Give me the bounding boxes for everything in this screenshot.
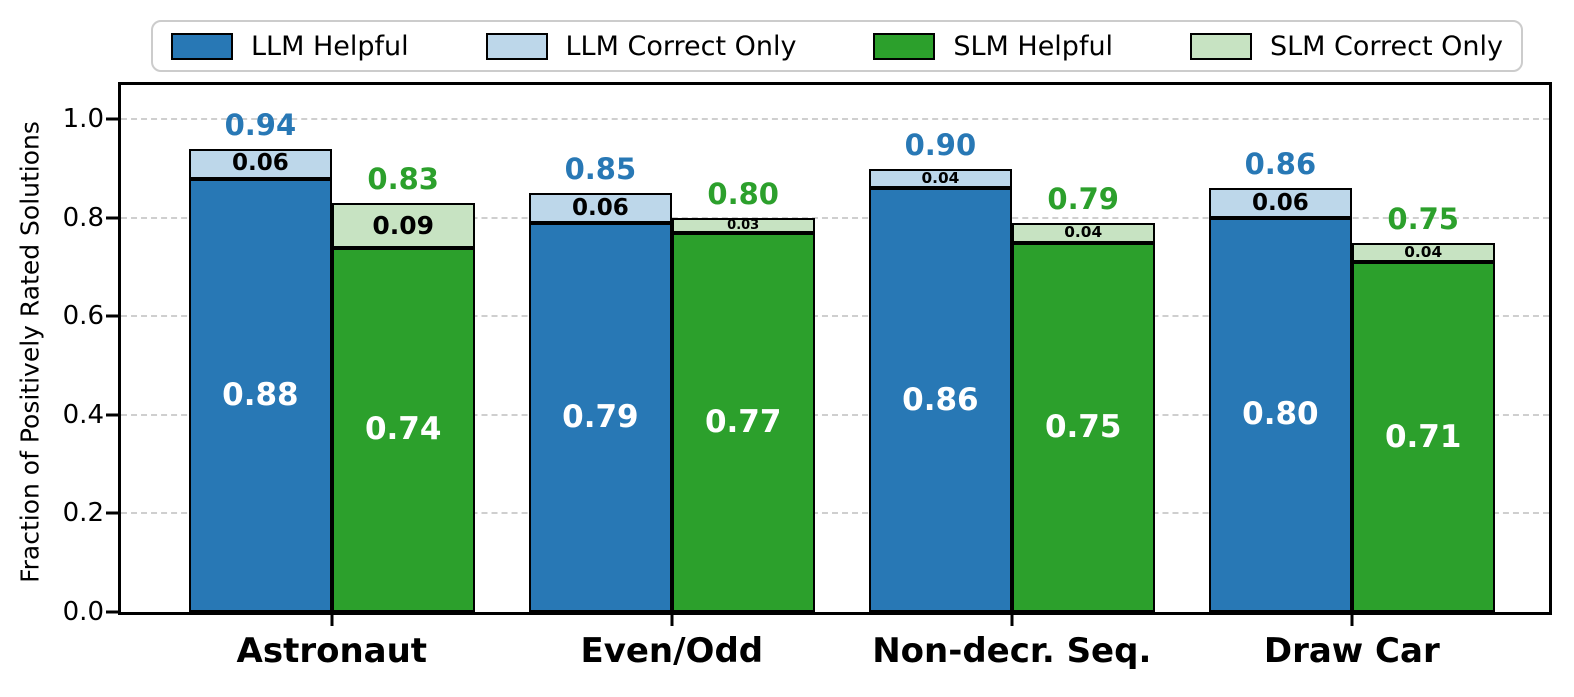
- plot-area: 0.88 0.06 0.94 0.74 0.09 0.83 0.79 0.06 0.85 0.77…: [118, 82, 1552, 615]
- gridline: [121, 216, 1549, 219]
- x-tick-mark: [1350, 615, 1354, 626]
- y-tick-label: 0.8: [62, 202, 104, 233]
- bar-segment-helpful: 0.88: [189, 178, 332, 612]
- bar-value-label: 0.86: [902, 381, 979, 418]
- legend-item-2: SLM Helpful: [873, 30, 1114, 62]
- legend-label: SLM Correct Only: [1269, 30, 1503, 62]
- bar-value-label: 0.88: [222, 376, 299, 413]
- bar-stack-slm-helpful: 0.74 0.09: [331, 203, 475, 612]
- legend-swatch-icon: [171, 32, 233, 60]
- gridline: [121, 413, 1549, 416]
- bar-stack-llm-helpful: 0.88 0.06: [189, 149, 332, 612]
- x-tick-mark: [670, 615, 674, 626]
- bar-segment-correct-only: 0.06: [189, 149, 332, 179]
- bar-segment-helpful: 0.75: [1011, 242, 1155, 612]
- bar-segment-helpful: 0.71: [1351, 262, 1495, 612]
- bar-segment-helpful: 0.74: [331, 247, 475, 612]
- legend-item-1: LLM Correct Only: [485, 30, 797, 62]
- bar-value-label: 0.71: [1384, 418, 1462, 455]
- gridline: [121, 315, 1549, 318]
- bar-segment-correct-only: 0.03: [671, 217, 815, 233]
- legend-item-0: LLM Helpful: [171, 30, 409, 62]
- x-category-label: Non-decr. Seq.: [872, 631, 1152, 671]
- segment-value-label: 0.06: [231, 150, 289, 177]
- bar-stack-slm-helpful: 0.71 0.04: [1351, 242, 1495, 612]
- y-tick-mark: [106, 314, 118, 318]
- bar-total-label: 0.83: [367, 162, 439, 197]
- y-tick-mark: [106, 610, 118, 614]
- bar-total-label: 0.80: [707, 176, 779, 211]
- legend-label: LLM Helpful: [251, 30, 409, 62]
- y-tick-label: 0.4: [62, 399, 104, 430]
- bar-value-label: 0.77: [704, 403, 782, 440]
- y-tick-label: 0.6: [62, 301, 104, 332]
- y-tick-mark: [106, 511, 118, 515]
- bar-segment-helpful: 0.80: [1209, 217, 1352, 612]
- segment-value-label: 0.04: [1404, 242, 1443, 261]
- bar-stack-slm-helpful: 0.77 0.03: [671, 217, 815, 612]
- x-tick-mark: [1010, 615, 1014, 626]
- bar-total-label: 0.85: [564, 152, 637, 187]
- segment-value-label: 0.03: [727, 217, 760, 233]
- x-category-label: Draw Car: [1263, 631, 1440, 671]
- bar-value-label: 0.74: [364, 411, 442, 448]
- bar-stack-llm-helpful: 0.86 0.04: [869, 168, 1012, 612]
- bar-segment-correct-only: 0.09: [331, 203, 475, 248]
- gridline: [121, 512, 1549, 515]
- y-tick-label: 0.0: [62, 597, 104, 627]
- y-tick-label: 1.0: [62, 104, 104, 135]
- bar-segment-helpful: 0.77: [671, 232, 815, 612]
- legend-label: LLM Correct Only: [565, 30, 797, 62]
- plot-inner: 0.88 0.06 0.94 0.74 0.09 0.83 0.79 0.06 0.85 0.77…: [121, 85, 1549, 612]
- legend-swatch-icon: [485, 32, 548, 60]
- legend-label: SLM Helpful: [953, 30, 1114, 62]
- bar-segment-helpful: 0.86: [869, 188, 1012, 612]
- legend-swatch-icon: [873, 32, 936, 60]
- bar-total-label: 0.75: [1387, 201, 1459, 236]
- bar-value-label: 0.79: [562, 398, 639, 435]
- segment-value-label: 0.04: [1064, 223, 1103, 242]
- bar-segment-correct-only: 0.04: [1011, 222, 1155, 243]
- bar-stack-llm-helpful: 0.80 0.06: [1209, 188, 1352, 612]
- segment-value-label: 0.06: [571, 194, 629, 221]
- x-tick-mark: [330, 615, 334, 626]
- bar-segment-correct-only: 0.06: [529, 193, 672, 223]
- x-category-label: Astronaut: [236, 631, 428, 671]
- y-tick-mark: [106, 117, 118, 121]
- y-tick-label: 0.2: [62, 498, 104, 529]
- bar-value-label: 0.80: [1242, 396, 1319, 433]
- segment-value-label: 0.06: [1251, 189, 1309, 216]
- legend-item-3: SLM Correct Only: [1189, 30, 1503, 62]
- bar-total-label: 0.90: [904, 127, 977, 162]
- bar-stack-slm-helpful: 0.75 0.04: [1011, 222, 1155, 612]
- legend-swatch-icon: [1189, 32, 1252, 60]
- y-tick-mark: [106, 413, 118, 417]
- bar-segment-helpful: 0.79: [529, 222, 672, 612]
- bar-segment-correct-only: 0.06: [1209, 188, 1352, 218]
- gridline: [121, 118, 1549, 121]
- y-tick-mark: [106, 216, 118, 220]
- bar-value-label: 0.75: [1044, 408, 1122, 445]
- bar-stack-llm-helpful: 0.79 0.06: [529, 193, 672, 612]
- bar-segment-correct-only: 0.04: [869, 168, 1012, 189]
- bar-total-label: 0.94: [224, 108, 297, 143]
- x-category-label: Even/Odd: [580, 631, 764, 671]
- legend: LLM Helpful LLM Correct Only SLM Helpful SL…: [151, 20, 1523, 72]
- bar-total-label: 0.79: [1047, 181, 1119, 216]
- segment-value-label: 0.09: [372, 210, 435, 240]
- bar-segment-correct-only: 0.04: [1351, 242, 1495, 263]
- bar-total-label: 0.86: [1244, 147, 1317, 182]
- segment-value-label: 0.04: [921, 168, 960, 187]
